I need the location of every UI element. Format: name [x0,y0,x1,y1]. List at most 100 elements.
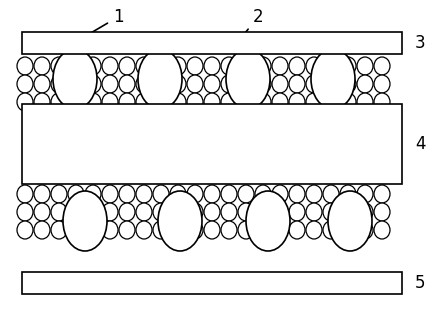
Text: 3: 3 [415,34,426,52]
Ellipse shape [136,57,152,75]
Ellipse shape [340,203,356,221]
Ellipse shape [119,75,135,93]
Ellipse shape [17,203,33,221]
Text: 4: 4 [415,135,425,153]
Ellipse shape [357,93,373,111]
Ellipse shape [153,221,169,239]
Ellipse shape [119,203,135,221]
Ellipse shape [255,57,271,75]
Ellipse shape [340,57,356,75]
Ellipse shape [68,203,84,221]
Ellipse shape [17,185,33,203]
Bar [22,272,402,294]
Text: 1: 1 [57,8,123,53]
Ellipse shape [238,57,254,75]
Ellipse shape [238,75,254,93]
Ellipse shape [102,203,118,221]
Ellipse shape [204,75,220,93]
Ellipse shape [246,191,290,251]
Ellipse shape [221,93,237,111]
Ellipse shape [340,185,356,203]
Ellipse shape [187,75,203,93]
Ellipse shape [187,185,203,203]
Ellipse shape [119,57,135,75]
Ellipse shape [204,57,220,75]
Ellipse shape [374,75,390,93]
Ellipse shape [374,203,390,221]
Ellipse shape [34,221,50,239]
Ellipse shape [306,75,322,93]
Ellipse shape [153,185,169,203]
Ellipse shape [63,191,107,251]
Ellipse shape [272,57,288,75]
Ellipse shape [187,203,203,221]
Ellipse shape [158,191,202,251]
Ellipse shape [306,57,322,75]
Ellipse shape [289,57,305,75]
Ellipse shape [255,185,271,203]
Ellipse shape [357,57,373,75]
Ellipse shape [323,75,339,93]
Ellipse shape [272,93,288,111]
Ellipse shape [17,93,33,111]
Ellipse shape [204,185,220,203]
Ellipse shape [17,57,33,75]
Ellipse shape [153,93,169,111]
Bar [22,32,402,54]
Bar [22,104,402,184]
Ellipse shape [255,203,271,221]
Ellipse shape [136,185,152,203]
Ellipse shape [328,191,372,251]
Ellipse shape [34,57,50,75]
Ellipse shape [34,203,50,221]
Ellipse shape [68,185,84,203]
Ellipse shape [221,75,237,93]
Ellipse shape [306,93,322,111]
Ellipse shape [170,75,186,93]
Ellipse shape [238,185,254,203]
Ellipse shape [374,185,390,203]
Ellipse shape [357,221,373,239]
Ellipse shape [238,203,254,221]
Ellipse shape [255,93,271,111]
Ellipse shape [221,185,237,203]
Ellipse shape [170,185,186,203]
Ellipse shape [255,75,271,93]
Ellipse shape [102,93,118,111]
Ellipse shape [85,75,101,93]
Ellipse shape [340,93,356,111]
Ellipse shape [204,93,220,111]
Ellipse shape [374,93,390,111]
Ellipse shape [204,203,220,221]
Ellipse shape [289,221,305,239]
Ellipse shape [311,49,355,109]
Ellipse shape [68,221,84,239]
Ellipse shape [289,93,305,111]
Ellipse shape [204,221,220,239]
Ellipse shape [85,221,101,239]
Ellipse shape [187,93,203,111]
Ellipse shape [289,185,305,203]
Ellipse shape [323,93,339,111]
Ellipse shape [272,75,288,93]
Ellipse shape [272,185,288,203]
Ellipse shape [221,203,237,221]
Ellipse shape [136,203,152,221]
Ellipse shape [51,185,67,203]
Ellipse shape [119,185,135,203]
Ellipse shape [85,203,101,221]
Ellipse shape [323,203,339,221]
Ellipse shape [85,185,101,203]
Ellipse shape [85,57,101,75]
Ellipse shape [153,203,169,221]
Ellipse shape [119,93,135,111]
Ellipse shape [138,49,182,109]
Ellipse shape [226,49,270,109]
Ellipse shape [170,93,186,111]
Ellipse shape [306,203,322,221]
Ellipse shape [323,57,339,75]
Ellipse shape [102,221,118,239]
Ellipse shape [374,221,390,239]
Ellipse shape [136,75,152,93]
Ellipse shape [102,75,118,93]
